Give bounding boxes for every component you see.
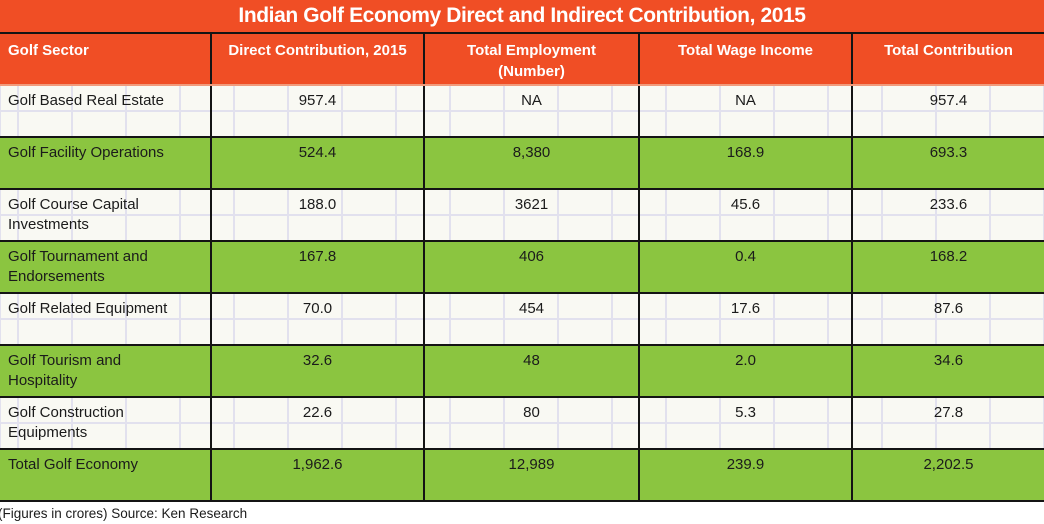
cell-total-contribution: 957.4 (929, 92, 968, 109)
column-header-golf-sector: Golf Sector (0, 34, 212, 84)
table-row: Golf Based Real Estate 957.4 NA NA 957.4 (0, 86, 1044, 138)
cell-total-wage-income: 45.6 (640, 190, 853, 240)
cell-direct-contribution: 22.6 (212, 398, 425, 448)
cell-direct-contribution: 167.8 (212, 242, 425, 292)
cell-total-contribution: 693.3 (929, 144, 968, 161)
cell-total-wage-income: 5.3 (640, 398, 853, 448)
column-header-direct-contribution: Direct Contribution, 2015 (212, 34, 425, 84)
table-row: Golf Construction Equipments 22.6 80 5.3… (0, 398, 1044, 450)
cell-total-employment: 8,380 (425, 138, 640, 188)
cell-direct-contribution: 524.4 (212, 138, 425, 188)
page-title: Indian Golf Economy Direct and Indirect … (238, 4, 806, 27)
cell-direct-contribution: 32.6 (212, 346, 425, 396)
cell-total-contribution: 87.6 (933, 300, 964, 317)
table-row: Golf Related Equipment 70.0 454 17.6 87.… (0, 294, 1044, 346)
cell-sector: Golf Facility Operations (0, 138, 212, 188)
table-header-row: Golf Sector Direct Contribution, 2015 To… (0, 34, 1044, 86)
cell-total-wage-income: 17.6 (640, 294, 853, 344)
cell-total-employment: 406 (425, 242, 640, 292)
cell-total-employment: 12,989 (425, 450, 640, 500)
table-row: Golf Tournament and Endorsements 167.8 4… (0, 242, 1044, 294)
cell-total-employment: 48 (425, 346, 640, 396)
cell-total-contribution: 233.6 (929, 196, 968, 213)
table-row-total: Total Golf Economy 1,962.6 12,989 239.9 … (0, 450, 1044, 502)
cell-sector: Golf Tourism and Hospitality (0, 346, 212, 396)
cell-total-wage-income: 168.9 (640, 138, 853, 188)
cell-total-contribution: 168.2 (929, 248, 968, 265)
cell-total-employment: 3621 (425, 190, 640, 240)
cell-total-wage-income: 239.9 (640, 450, 853, 500)
column-header-total-employment: Total Employment (Number) (425, 34, 640, 84)
cell-direct-contribution: 188.0 (212, 190, 425, 240)
cell-direct-contribution: 70.0 (212, 294, 425, 344)
cell-total-wage-income: NA (640, 86, 853, 136)
table-row: Golf Facility Operations 524.4 8,380 168… (0, 138, 1044, 190)
cell-total-employment: NA (425, 86, 640, 136)
table-row: Golf Course Capital Investments 188.0 36… (0, 190, 1044, 242)
column-header-total-contribution: Total Contribution (884, 42, 1013, 59)
cell-total-contribution: 27.8 (933, 404, 964, 421)
cell-sector: Golf Construction Equipments (0, 398, 212, 448)
cell-total-contribution: 34.6 (933, 352, 964, 369)
cell-direct-contribution: 1,962.6 (212, 450, 425, 500)
title-bar: Indian Golf Economy Direct and Indirect … (0, 0, 1044, 34)
cell-total-wage-income: 2.0 (640, 346, 853, 396)
cell-sector: Total Golf Economy (0, 450, 212, 500)
cell-sector: Golf Based Real Estate (0, 86, 212, 136)
column-header-total-wage-income: Total Wage Income (640, 34, 853, 84)
cell-total-contribution: 2,202.5 (923, 456, 974, 473)
cell-total-employment: 454 (425, 294, 640, 344)
source-note: (Figures in crores) Source: Ken Research (0, 502, 1044, 524)
cell-total-employment: 80 (425, 398, 640, 448)
cell-total-wage-income: 0.4 (640, 242, 853, 292)
cell-sector: Golf Tournament and Endorsements (0, 242, 212, 292)
cell-sector: Golf Course Capital Investments (0, 190, 212, 240)
cell-direct-contribution: 957.4 (212, 86, 425, 136)
table-row: Golf Tourism and Hospitality 32.6 48 2.0… (0, 346, 1044, 398)
table-body: Golf Based Real Estate 957.4 NA NA 957.4… (0, 86, 1044, 502)
cell-sector: Golf Related Equipment (0, 294, 212, 344)
